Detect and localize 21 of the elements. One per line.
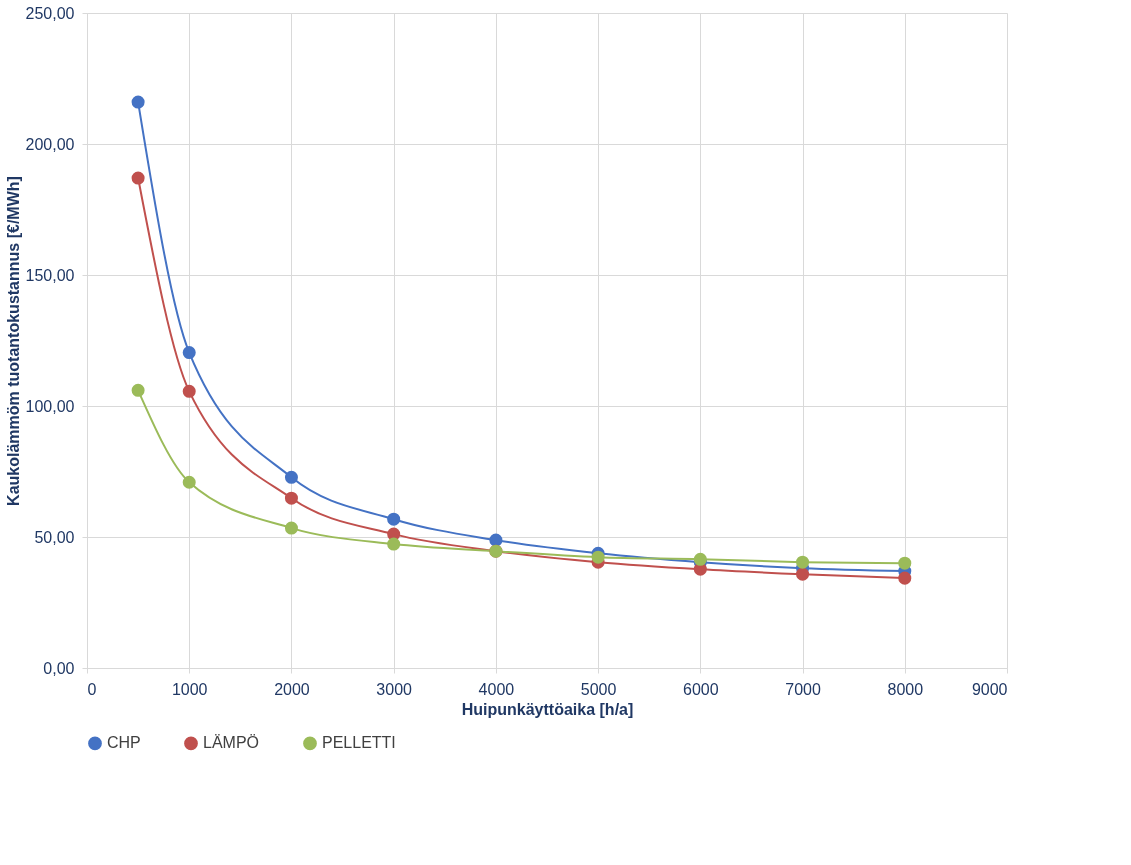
y-tick-label: 100,00 (25, 397, 75, 415)
x-tick-label: 4000 (478, 680, 515, 698)
x-tick-label: 3000 (376, 680, 413, 698)
y-tick-label: 250,00 (25, 4, 75, 22)
legend-label: PELLETTI (322, 734, 396, 752)
x-tick-label: 6000 (683, 680, 719, 698)
x-axis-title: Huipunkäyttöaika [h/a] (461, 700, 634, 718)
y-tick-label: 150,00 (25, 266, 75, 284)
y-tick-label: 50,00 (34, 528, 75, 546)
x-tick-label: 5000 (580, 680, 617, 698)
y-tick-label: 200,00 (25, 135, 75, 153)
y-tick-label: 0,00 (43, 659, 75, 677)
x-tick-label: 2000 (274, 680, 310, 698)
x-tick-label: 9000 (971, 680, 1008, 698)
x-tick-label: 7000 (785, 680, 821, 698)
x-tick-label: 0 (87, 680, 97, 698)
x-tick-label: 8000 (887, 680, 924, 698)
y-axis-title: Kaukolämmöm tuotantokustannus [€/MWh] (4, 176, 22, 506)
legend-label: CHP (107, 734, 141, 752)
x-tick-label: 1000 (171, 680, 208, 698)
legend-label: LÄMPÖ (203, 734, 260, 752)
